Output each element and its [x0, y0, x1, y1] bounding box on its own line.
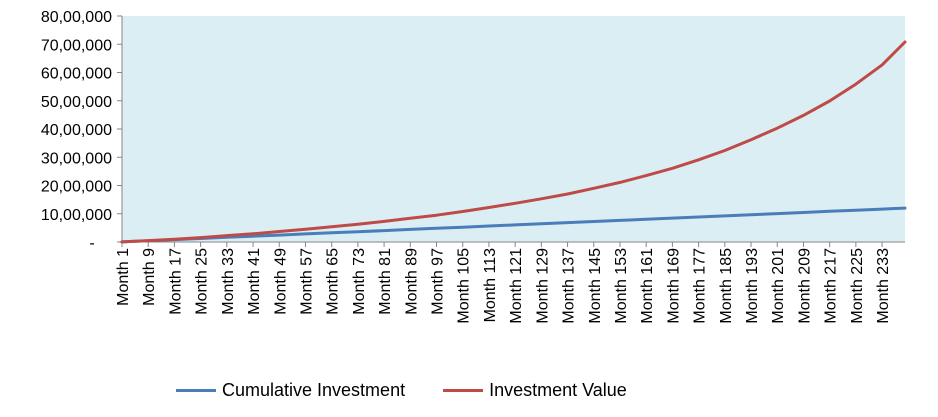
y-tick-label: 10,00,000 [41, 207, 112, 224]
legend-item-investment-value: Investment Value [443, 380, 627, 401]
y-tick-label: 30,00,000 [41, 150, 112, 167]
series-line-investment-value [120, 40, 907, 244]
x-tick-label: Month 121 [508, 248, 525, 324]
x-tick-label: Month 49 [272, 248, 289, 315]
x-tick-label: Month 81 [377, 248, 394, 315]
series-layer [120, 40, 907, 244]
y-tick-label: 20,00,000 [41, 179, 112, 196]
x-tick-label: Month 201 [770, 248, 787, 324]
x-tick-label: Month 193 [744, 248, 761, 324]
y-tick-label: - [89, 235, 94, 252]
plot-area [122, 16, 905, 242]
y-tick-label: 60,00,000 [41, 66, 112, 83]
x-tick-label: Month 185 [718, 248, 735, 324]
x-tick-label: Month 105 [456, 248, 473, 324]
x-tick-label: Month 161 [639, 248, 656, 324]
legend-label-investment-value: Investment Value [489, 379, 627, 400]
x-tick-label: Month 209 [796, 248, 813, 324]
y-tick-label: 80,00,000 [41, 9, 112, 26]
x-tick-label: Month 153 [613, 248, 630, 324]
x-tick-label: Month 25 [194, 248, 211, 315]
x-tick-label: Month 89 [403, 248, 420, 315]
y-tick-label: 70,00,000 [41, 37, 112, 54]
x-tick-label: Month 145 [587, 248, 604, 324]
legend-swatch-investment-value [443, 388, 484, 392]
y-tick-label: 50,00,000 [41, 94, 112, 111]
x-tick-label: Month 217 [823, 248, 840, 324]
x-tick-label: Month 137 [561, 248, 578, 324]
legend-swatch-cumulative-investment [176, 388, 216, 392]
x-tick-label: Month 41 [246, 248, 263, 315]
x-tick-label: Month 65 [325, 248, 342, 315]
x-tick-label: Month 169 [665, 248, 682, 324]
x-tick-label: Month 233 [875, 248, 892, 324]
y-axis: - 10,00,000 20,00,000 30,00,000 40,00,000 50,… [41, 9, 123, 252]
x-tick-label: Month 9 [141, 248, 158, 306]
x-tick-label: Month 113 [482, 248, 499, 323]
legend-label-cumulative-investment: Cumulative Investment [222, 379, 406, 400]
x-tick-label: Month 17 [167, 248, 184, 315]
y-tick-label: 40,00,000 [41, 122, 112, 139]
x-axis: Month 1 Month 9 Month 17 Month 25 Month 33 Mo… [115, 241, 905, 324]
x-tick-label: Month 33 [220, 248, 237, 315]
legend-item-cumulative-investment: Cumulative Investment [176, 380, 405, 401]
x-tick-label: Month 1 [115, 248, 132, 306]
x-tick-label: Month 129 [534, 248, 551, 324]
x-tick-label: Month 57 [298, 248, 315, 315]
x-tick-label: Month 97 [430, 248, 447, 315]
series-line-cumulative-investment [120, 206, 907, 244]
x-tick-label: Month 225 [849, 248, 866, 324]
legend: Cumulative Investment Investment Value [176, 378, 665, 402]
x-tick-label: Month 177 [692, 248, 709, 324]
x-tick-label: Month 73 [351, 248, 368, 315]
